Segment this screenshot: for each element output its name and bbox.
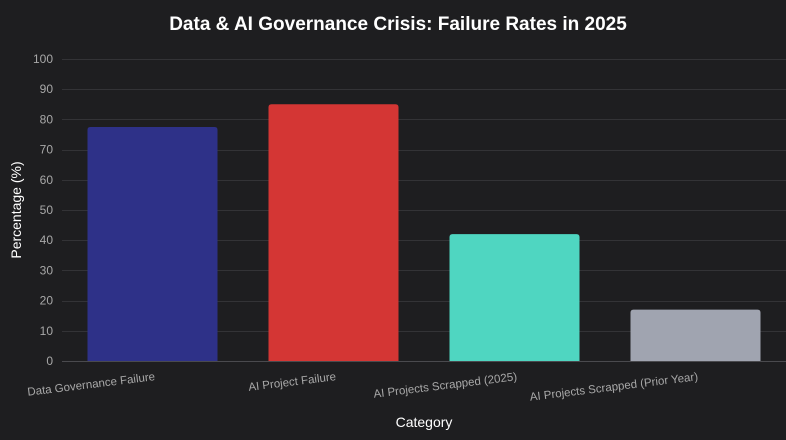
y-tick-label: 70: [40, 143, 54, 157]
bars: [87, 104, 761, 362]
bar: [268, 104, 399, 362]
y-axis-title: Percentage (%): [8, 161, 24, 258]
y-tick-label: 60: [40, 173, 54, 187]
y-tick-label: 90: [40, 82, 54, 96]
bar: [87, 126, 218, 361]
bar: [449, 234, 580, 361]
y-tick-label: 80: [40, 112, 54, 126]
y-tick-label: 30: [40, 263, 54, 277]
y-tick-label: 40: [40, 233, 54, 247]
y-tick-label: 10: [40, 324, 54, 338]
y-axis-ticks: 0 10 20 30 40 50 60 70 80 90 100: [33, 52, 53, 368]
x-axis-title: Category: [396, 414, 453, 430]
y-tick-label: 100: [33, 52, 53, 66]
bar: [630, 309, 761, 361]
chart-title: Data & AI Governance Crisis: Failure Rat…: [169, 14, 627, 35]
y-tick-label: 0: [46, 354, 53, 368]
y-tick-label: 20: [40, 294, 54, 308]
y-tick-label: 50: [40, 203, 54, 217]
